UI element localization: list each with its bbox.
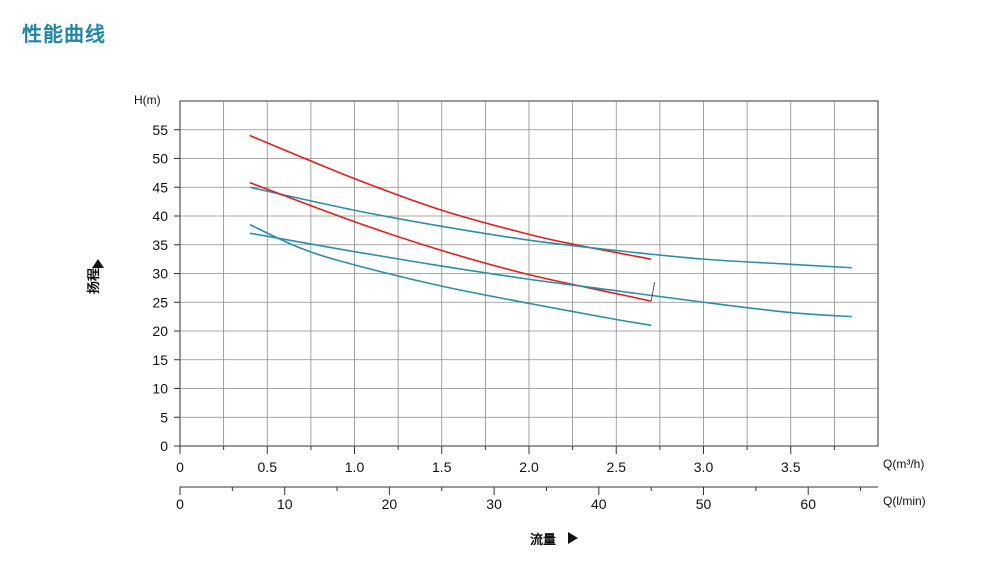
y-tick-label: 30: [152, 266, 168, 282]
x-axis-arrow-icon: [568, 532, 578, 544]
series-line-ajm60: [249, 223, 652, 327]
series-line-ajm75h: [249, 181, 652, 302]
x2-tick-label: 0: [176, 496, 184, 512]
y-tick-label: 45: [152, 179, 168, 195]
x-tick-label: 3.0: [694, 459, 714, 475]
x-tick-label: 0.5: [258, 459, 278, 475]
x2-axis-label: Q(l/min): [883, 494, 926, 508]
x-axis-cjk-text: 流量: [530, 532, 556, 548]
x-tick-label: 3.5: [781, 459, 801, 475]
y-axis-cjk-label: 扬程: [86, 259, 104, 294]
page-title: 性能曲线: [22, 22, 106, 46]
series-line-ajm75: [249, 232, 852, 318]
x-tick-label: 2.5: [607, 459, 627, 475]
y-axis-arrow-icon: [92, 259, 104, 268]
y-tick-label: 15: [152, 352, 168, 368]
x2-tick-label: 40: [591, 496, 607, 512]
x-tick-label: 1.0: [345, 459, 365, 475]
y-axis-label: H(m): [134, 93, 161, 107]
series-line-ajm90h: [249, 134, 652, 260]
series-group: [249, 134, 852, 327]
grid: [179, 100, 879, 447]
y-tick-label: 10: [152, 381, 168, 397]
x2-tick-label: 30: [486, 496, 502, 512]
y-tick-label: 35: [152, 237, 168, 253]
y-tick-label: 0: [160, 438, 168, 454]
y-tick-label: 40: [152, 208, 168, 224]
x-axis-label: Q(m³/h): [883, 457, 924, 471]
y-tick-label: 25: [152, 294, 168, 310]
y-axis-cjk-text: 扬程: [86, 268, 102, 294]
x-tick-label: 1.5: [432, 459, 452, 475]
y-tick-label: 20: [152, 323, 168, 339]
x-axis-cjk-label: 流量: [530, 532, 578, 548]
y-tick-label: 55: [152, 122, 168, 138]
y-tick-label: 5: [160, 409, 168, 425]
x2-tick-label: 20: [382, 496, 398, 512]
x2-tick-label: 50: [696, 496, 712, 512]
labels-group: [650, 282, 656, 302]
axes: 0 5 10 15 20 25 30 35 40 45 50 55 0 0.5 1.0 1.5 2.0 2.5 3.…: [152, 122, 878, 512]
x-tick-label: 2.0: [519, 459, 539, 475]
x2-tick-label: 60: [800, 496, 816, 512]
series-line-ajm90: [249, 186, 852, 269]
series-leader-line: [650, 282, 656, 302]
x2-tick-label: 10: [277, 496, 293, 512]
x-tick-label: 0: [176, 459, 184, 475]
y-tick-label: 50: [152, 151, 168, 167]
